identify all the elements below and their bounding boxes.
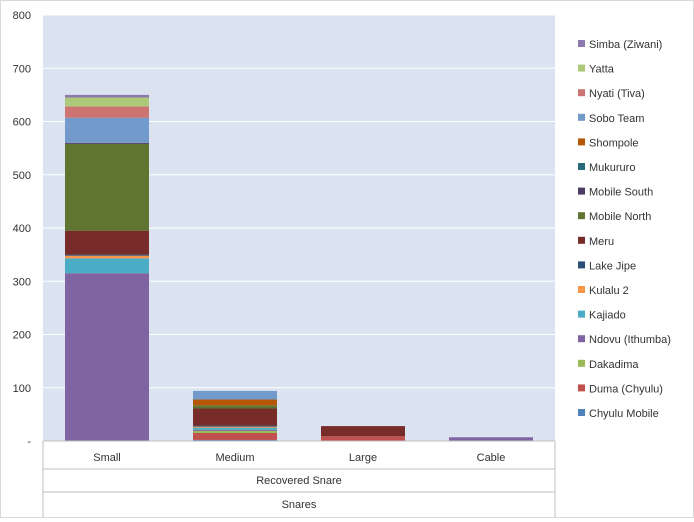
legend-label: Simba (Ziwani) xyxy=(589,39,662,51)
bar-segment-ndovu-ithumba--medium xyxy=(193,429,277,431)
legend-label: Kulalu 2 xyxy=(589,285,629,297)
y-tick-label: 600 xyxy=(13,117,31,129)
bar-segment-lake-jipe-medium xyxy=(193,425,277,427)
bars xyxy=(65,94,533,441)
x-axis: Small Medium Large Cable Recovered Snare Snar… xyxy=(42,440,556,517)
bar-segment-mobile-north-medium xyxy=(193,405,277,409)
legend-swatch xyxy=(578,384,585,392)
legend-label: Ndovu (Ithumba) xyxy=(589,334,671,346)
x-outer-label: Snares xyxy=(282,499,317,511)
bar-segment-ndovu-ithumba--cable xyxy=(449,437,533,441)
legend-swatch xyxy=(578,310,585,318)
bar-segment-mobile-north-small xyxy=(65,143,149,231)
y-tick-label: 300 xyxy=(13,276,31,288)
bar-segment-duma-chyulu--large xyxy=(321,436,405,441)
legend-swatch xyxy=(578,113,585,121)
legend-swatch xyxy=(578,335,585,343)
bar-segment-kajiado-small xyxy=(65,258,149,274)
y-tick-label: 100 xyxy=(13,383,31,395)
legend-label: Lake Jipe xyxy=(589,260,636,272)
legend-label: Dakadima xyxy=(589,359,639,371)
x-tick-label: Medium xyxy=(215,452,254,464)
legend-swatch xyxy=(578,138,585,146)
legend-swatch xyxy=(578,163,585,170)
bar-segment-ndovu-ithumba--small xyxy=(65,273,149,441)
legend-label: Duma (Chyulu) xyxy=(589,383,663,395)
legend-swatch xyxy=(578,409,585,416)
legend-label: Nyati (Tiva) xyxy=(589,88,645,100)
legend-swatch xyxy=(578,64,585,72)
bar-segment-nyati-tiva--small xyxy=(65,106,149,118)
legend-swatch xyxy=(578,212,585,220)
legend-label: Kajiado xyxy=(589,310,626,322)
bar-segment-dakadima-medium xyxy=(193,430,277,434)
bar-segment-shompole-medium xyxy=(193,399,277,406)
bar-segment-yatta-small xyxy=(65,97,149,107)
bar-segment-kajiado-medium xyxy=(193,427,277,430)
x-tick-label: Cable xyxy=(477,452,506,464)
legend-label: Mobile North xyxy=(589,211,651,223)
y-tick-label: 700 xyxy=(13,63,31,75)
legend-label: Yatta xyxy=(589,64,615,76)
bar-segment-meru-large xyxy=(321,426,405,437)
y-tick-label: 400 xyxy=(13,223,31,235)
bar-segment-kulalu-2-medium xyxy=(193,426,277,428)
bar-segment-chyulu-mobile-medium xyxy=(193,439,277,441)
legend-label: Mukururo xyxy=(589,162,635,174)
bar-segment-sobo-team-medium xyxy=(193,390,277,400)
legend-swatch xyxy=(578,261,585,269)
bar-segment-duma-chyulu--medium xyxy=(193,433,277,440)
y-axis: - 100 200 300 400 500 600 700 800 xyxy=(13,10,32,448)
bar-segment-mobile-south-small xyxy=(65,142,149,144)
legend-swatch xyxy=(578,286,585,293)
legend-label: Meru xyxy=(589,236,614,248)
x-tick-label: Small xyxy=(93,452,121,464)
bar-segment-meru-medium xyxy=(193,408,277,426)
bar-segment-meru-small xyxy=(65,230,149,255)
y-tick-label: - xyxy=(27,436,31,448)
legend-label: Shompole xyxy=(589,137,639,149)
y-tick-label: 200 xyxy=(13,330,31,342)
bar-segment-simba-ziwani--small xyxy=(65,94,149,98)
legend-label: Mobile South xyxy=(589,187,653,199)
legend-swatch xyxy=(578,40,585,47)
bar-segment-sobo-team-small xyxy=(65,117,149,143)
x-group-label: Recovered Snare xyxy=(256,475,342,487)
y-tick-label: 500 xyxy=(13,170,31,182)
bar-segment-kulalu-2-small xyxy=(65,255,149,259)
legend-label: Chyulu Mobile xyxy=(589,408,659,420)
legend-swatch xyxy=(578,236,585,244)
legend: Simba (Ziwani) Yatta Nyati (Tiva) Sobo Team… xyxy=(578,39,671,420)
legend-swatch xyxy=(578,89,585,97)
bar-segment-lake-jipe-small xyxy=(65,254,149,256)
legend-swatch xyxy=(578,187,585,195)
x-tick-label: Large xyxy=(349,452,377,464)
legend-label: Sobo Team xyxy=(589,113,644,125)
y-tick-label: 800 xyxy=(13,10,31,22)
legend-swatch xyxy=(578,359,585,367)
